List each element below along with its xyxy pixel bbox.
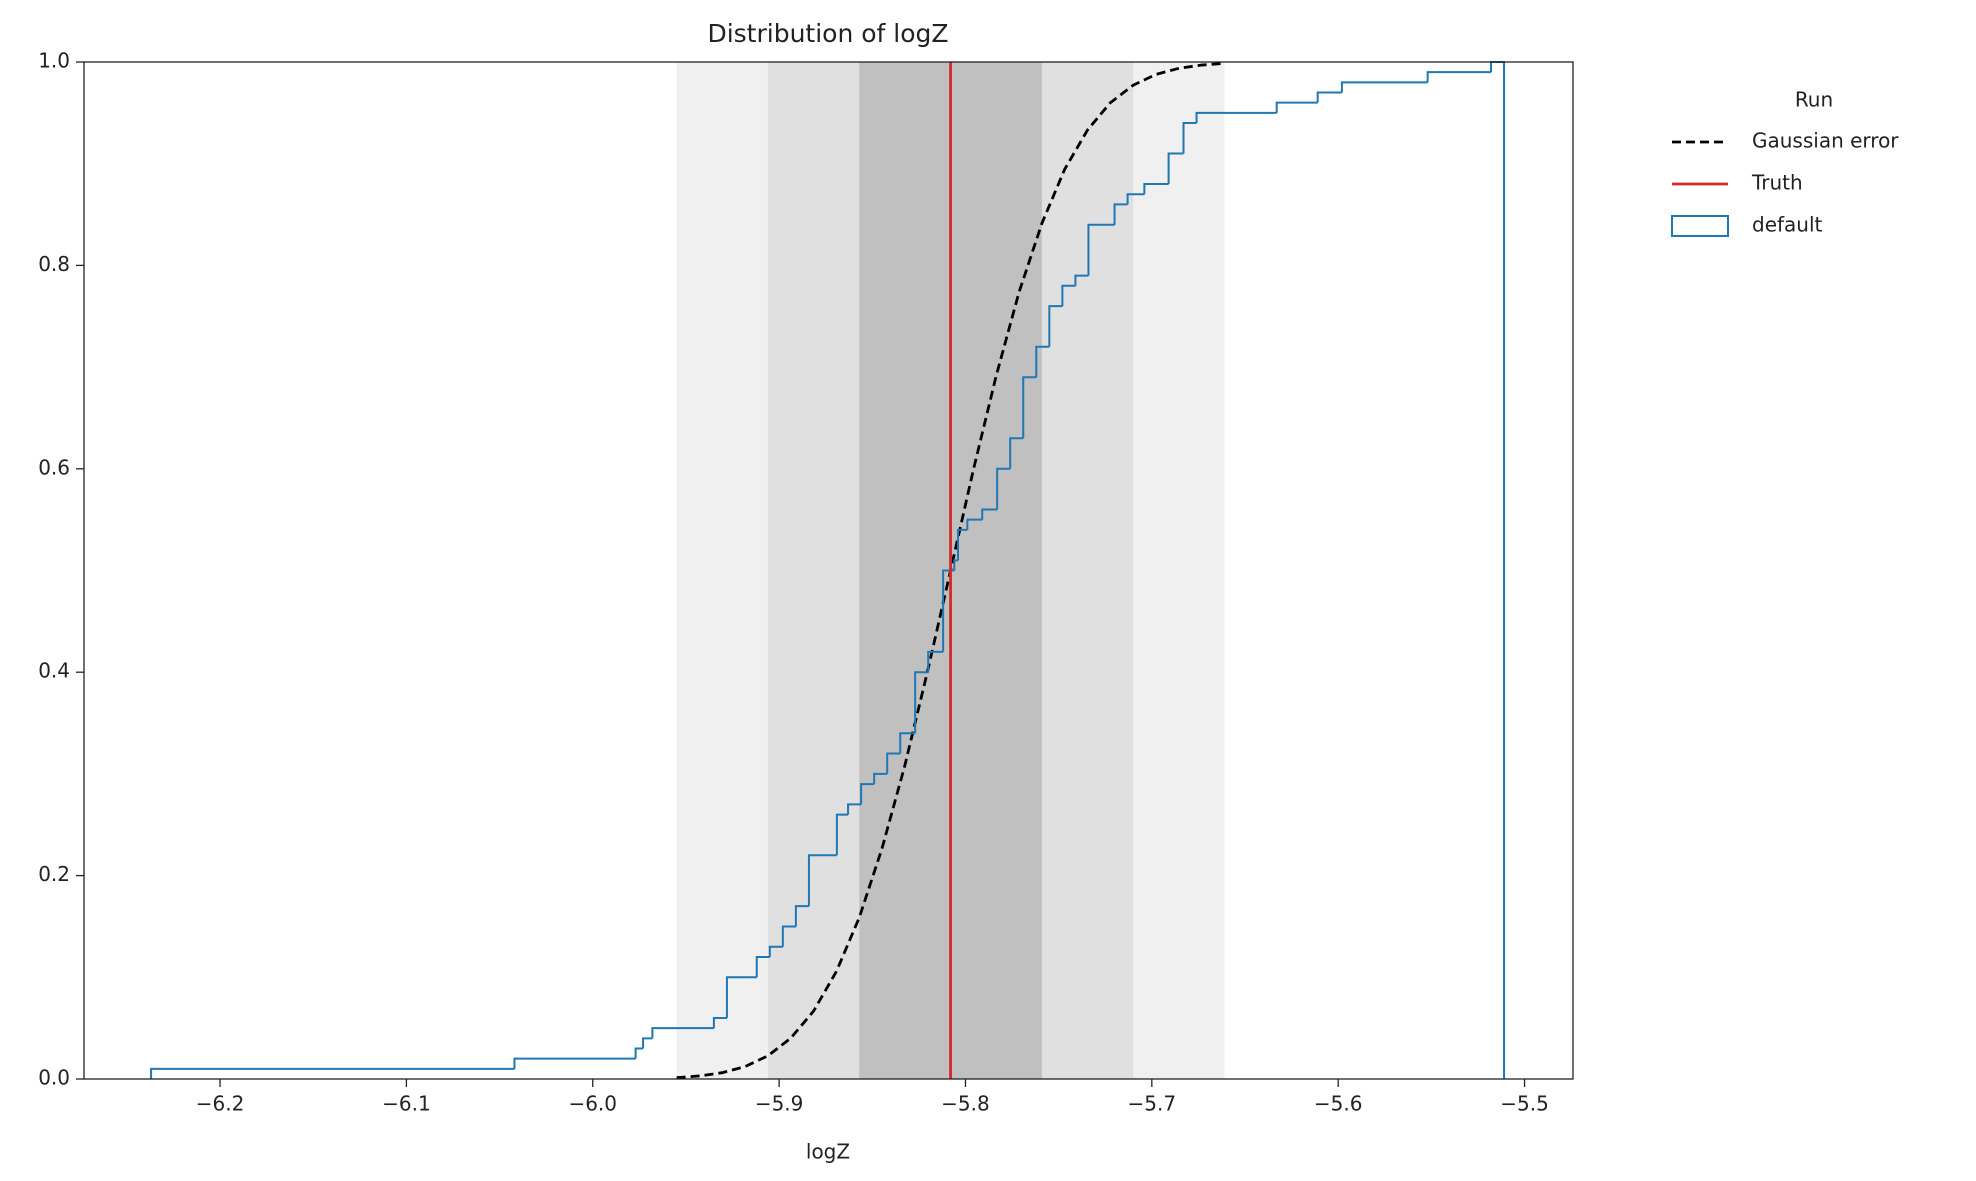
x-axis-label: logZ <box>806 1140 850 1164</box>
ecdf-step <box>1275 101 1318 113</box>
ecdf-step <box>642 1037 653 1049</box>
ecdf-step <box>1167 152 1184 185</box>
ecdf-step <box>914 671 929 734</box>
chart-title: Distribution of logZ <box>707 19 948 48</box>
plot-frame <box>83 61 1574 1080</box>
ecdf-step <box>1316 91 1342 103</box>
ecdf-step <box>725 976 757 1018</box>
y-tick-label: 0.0 <box>38 1066 70 1090</box>
x-tick-label: −5.5 <box>1500 1092 1549 1116</box>
ecdf-step <box>1061 284 1076 307</box>
ecdf-step <box>1022 376 1037 439</box>
ecdf-step <box>1195 111 1277 124</box>
ecdf-step <box>807 854 837 907</box>
ecdf-step <box>1426 71 1491 83</box>
x-tick-label: −5.7 <box>1128 1092 1177 1116</box>
ecdf-step <box>634 1047 644 1059</box>
ecdf-step <box>981 508 998 520</box>
y-tick-label: 0.8 <box>38 252 70 276</box>
ecdf-step <box>755 955 770 978</box>
ecdf-step <box>150 1067 515 1079</box>
ecdf-step <box>1113 203 1128 225</box>
legend-label: default <box>1752 213 1823 237</box>
ecdf-step <box>886 752 901 774</box>
ecdf-step <box>1035 345 1050 378</box>
y-tick-label: 0.2 <box>38 862 70 886</box>
legend-label: Truth <box>1751 171 1803 195</box>
ecdf-step <box>1126 193 1145 205</box>
ecdf-step <box>651 1027 714 1039</box>
legend-label: Gaussian error <box>1752 129 1899 153</box>
ecdf-step <box>768 945 783 957</box>
ecdf-step <box>899 732 916 754</box>
ecdf-step <box>927 650 944 673</box>
ecdf-step <box>847 803 862 815</box>
ecdf-step <box>1340 81 1428 93</box>
ecdf-step <box>1074 274 1089 286</box>
x-tick-label: −5.9 <box>755 1092 804 1116</box>
legend-title: Run <box>1795 88 1833 112</box>
y-tick-label: 0.4 <box>38 659 70 683</box>
ecdf-step <box>1490 61 1506 1079</box>
ecdf-step <box>957 528 968 561</box>
x-tick-label: −6.0 <box>568 1092 617 1116</box>
ecdf-step <box>860 783 875 805</box>
ecdf-step <box>953 559 959 571</box>
x-tick-label: −6.1 <box>382 1092 431 1116</box>
ecdf-step <box>1143 183 1169 195</box>
ecdf-step <box>1009 437 1024 469</box>
ecdf-step <box>996 467 1011 510</box>
ecdf-step <box>873 772 888 785</box>
ecdf-step <box>1182 122 1197 154</box>
ecdf-step <box>1087 223 1115 276</box>
ecdf-step <box>1048 305 1063 347</box>
x-tick-label: −5.6 <box>1314 1092 1363 1116</box>
x-tick-label: −5.8 <box>941 1092 990 1116</box>
legend-swatch <box>1671 215 1729 237</box>
ecdf-step <box>513 1057 636 1069</box>
y-tick-label: 0.6 <box>38 455 70 479</box>
ecdf-step <box>835 813 849 856</box>
ecdf-step <box>781 925 796 947</box>
x-tick-label: −6.2 <box>196 1092 245 1116</box>
y-tick-label: 1.0 <box>38 49 70 73</box>
ecdf-step <box>712 1016 727 1029</box>
ecdf-step <box>966 518 983 530</box>
ecdf-step <box>794 905 809 927</box>
